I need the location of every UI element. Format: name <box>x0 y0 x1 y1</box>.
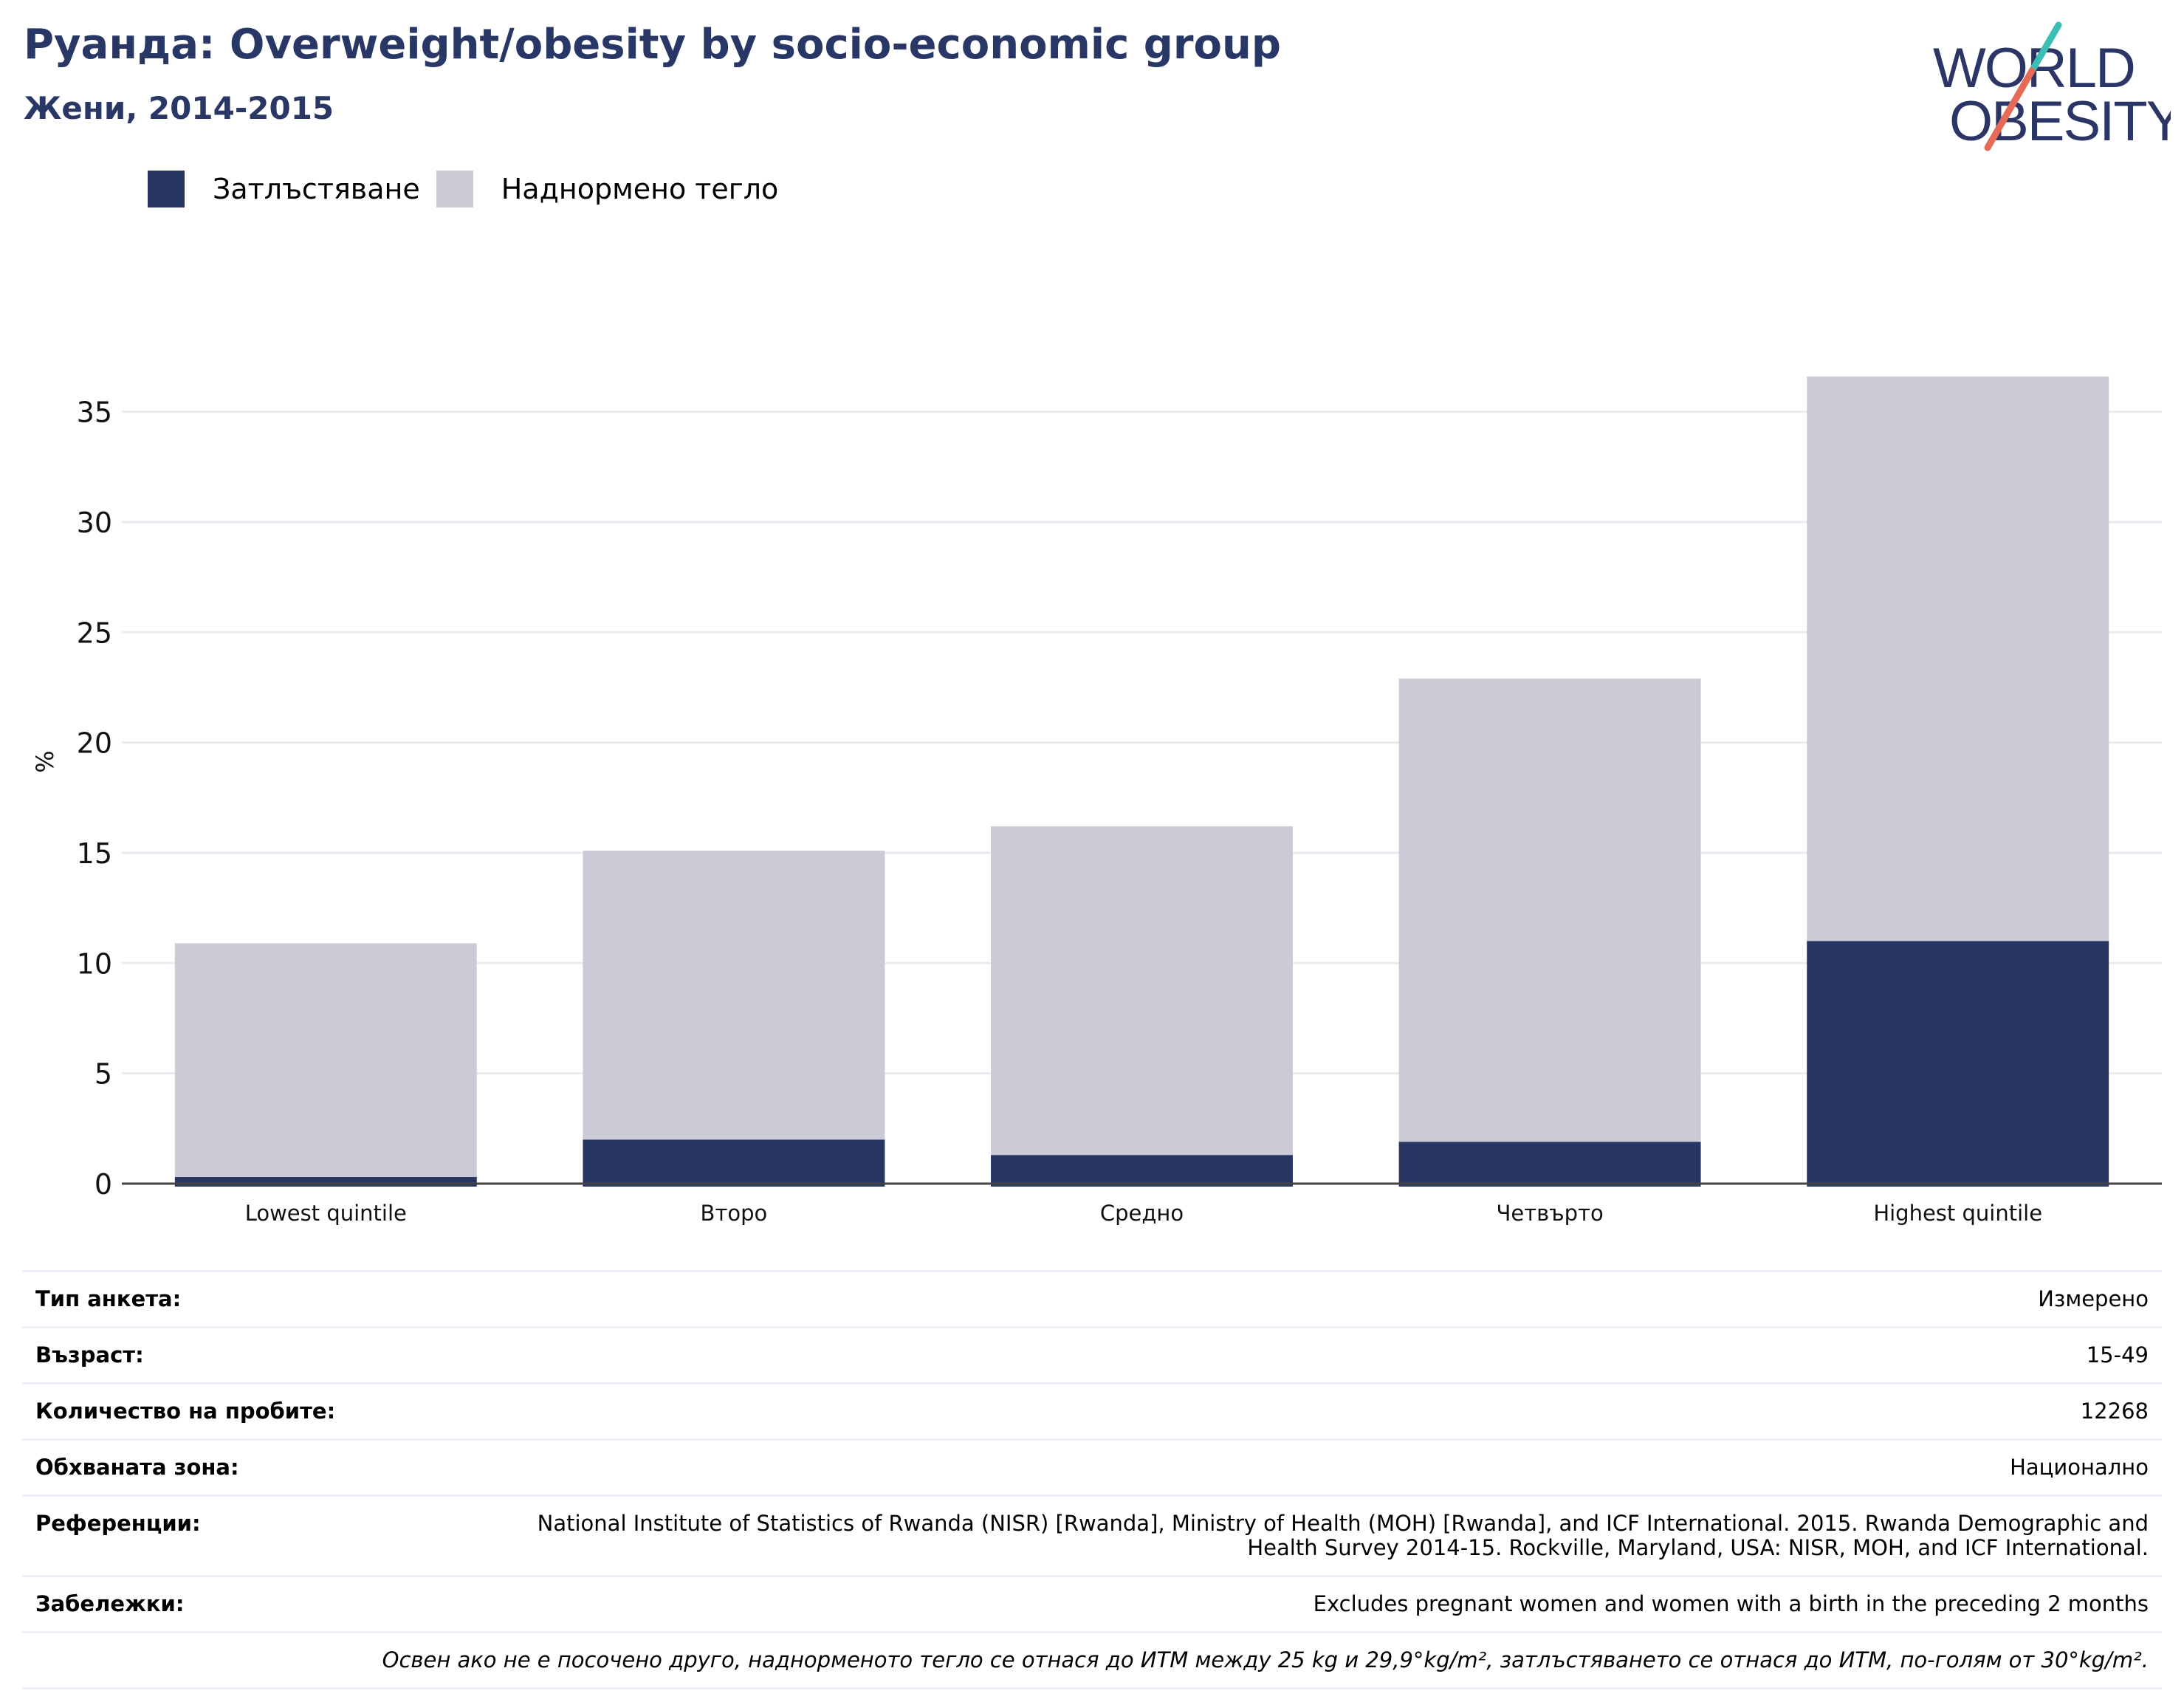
bar-overweight <box>583 850 885 1140</box>
legend-item-obesity[interactable]: Затлъстяване <box>148 171 420 207</box>
info-row-age: Възраст: 15-49 <box>22 1326 2162 1382</box>
x-tick-label: Lowest quintile <box>245 1201 407 1226</box>
legend-swatch-overweight <box>436 171 473 207</box>
chart-subtitle: Жени, 2014-2015 <box>24 90 334 126</box>
legend-item-overweight[interactable]: Наднормено тегло <box>436 171 779 207</box>
y-tick-label: 10 <box>77 947 112 980</box>
info-value: National Institute of Statistics of Rwan… <box>537 1511 2149 1560</box>
y-tick-label: 0 <box>95 1168 112 1201</box>
survey-info-table: Тип анкета: Измерено Възраст: 15-49 Коли… <box>22 1270 2162 1689</box>
bar-overweight <box>1807 376 2109 941</box>
info-label: Количество на пробите: <box>35 1399 336 1424</box>
y-tick-label: 15 <box>77 837 112 870</box>
definition-note: Освен ако не е посочено друго, наднормен… <box>22 1631 2162 1689</box>
info-label: Референции: <box>35 1511 201 1536</box>
x-tick-label: Highest quintile <box>1873 1201 2042 1226</box>
logo-slash-teal <box>2028 21 2062 75</box>
info-row-area: Обхваната зона: Национално <box>22 1438 2162 1495</box>
x-tick-label: Средно <box>1100 1201 1184 1226</box>
info-value: Измерено <box>2038 1286 2149 1311</box>
info-value: 15-49 <box>2086 1342 2149 1368</box>
info-value: Национално <box>2010 1455 2149 1480</box>
bar-obesity <box>1398 1142 1701 1187</box>
info-row-sample-size: Количество на пробите: 12268 <box>22 1382 2162 1438</box>
info-label: Възраст: <box>35 1342 144 1368</box>
y-tick-label: 30 <box>77 507 112 539</box>
x-tick-label: Второ <box>701 1201 768 1226</box>
info-value: 12268 <box>2080 1399 2149 1424</box>
bar-overweight <box>991 826 1293 1156</box>
info-label: Тип анкета: <box>35 1286 182 1311</box>
bar-obesity <box>174 1177 477 1187</box>
world-obesity-logo: WORLD OBESITY <box>1933 21 2171 153</box>
bar-obesity <box>1807 941 2109 1187</box>
y-tick-label: 35 <box>77 397 112 429</box>
legend-swatch-obesity <box>148 171 185 207</box>
legend-label-obesity: Затлъстяване <box>213 173 420 205</box>
info-row-references: Референции: National Institute of Statis… <box>22 1495 2162 1575</box>
info-value: Excludes pregnant women and women with a… <box>1313 1591 2149 1616</box>
bar-overweight <box>174 943 477 1178</box>
logo-slash-red <box>1984 67 2036 151</box>
bar-obesity <box>583 1139 885 1187</box>
logo-text-obesity: OBESITY <box>1949 90 2171 153</box>
info-row-survey-type: Тип анкета: Измерено <box>22 1270 2162 1326</box>
y-tick-label: 20 <box>77 727 112 760</box>
info-label: Забележки: <box>35 1591 185 1616</box>
legend-label-overweight: Наднормено тегло <box>501 173 779 205</box>
info-row-notes: Забележки: Excludes pregnant women and w… <box>22 1575 2162 1631</box>
chart-title: Руанда: Overweight/obesity by socio-econ… <box>24 21 1281 69</box>
y-axis-label: % <box>31 750 59 772</box>
chart-legend: Затлъстяване Наднормено тегло <box>148 170 794 208</box>
info-label: Обхваната зона: <box>35 1455 239 1480</box>
bar-chart: 0 5 10 15 20 25 30 35% Lowest quintile Второ Средн… <box>31 376 2162 1226</box>
x-tick-label: Четвърто <box>1496 1201 1603 1226</box>
bar-overweight <box>1398 679 1701 1142</box>
y-tick-label: 25 <box>77 617 112 649</box>
y-tick-label: 5 <box>95 1058 112 1091</box>
bar-obesity <box>991 1155 1293 1187</box>
